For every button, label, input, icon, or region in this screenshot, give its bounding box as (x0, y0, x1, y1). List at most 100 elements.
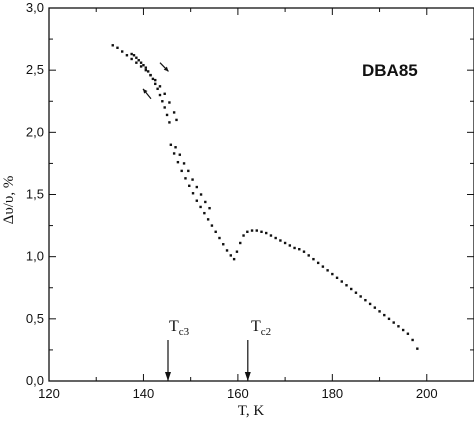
data-point (149, 73, 152, 77)
data-point (116, 46, 119, 49)
marker-arrowhead (165, 372, 171, 381)
data-point (163, 106, 166, 109)
data-point (132, 54, 136, 57)
data-point (378, 310, 381, 313)
data-point (195, 199, 199, 202)
y-tick-label: 2,5 (26, 62, 44, 77)
data-point (383, 313, 386, 317)
x-tick-label: 180 (321, 386, 343, 401)
data-point (178, 153, 182, 156)
marker-arrowhead (244, 372, 251, 381)
data-point (199, 205, 202, 209)
y-tick-label: 1,0 (26, 249, 44, 264)
data-point (279, 239, 282, 242)
data-point (312, 257, 315, 261)
data-point (255, 229, 258, 232)
data-point (154, 78, 157, 82)
data-point (321, 265, 325, 268)
tick-marks (48, 7, 474, 382)
data-point (401, 328, 405, 332)
data-point (125, 54, 129, 57)
data-point (368, 302, 372, 306)
data-point (142, 63, 145, 67)
data-point (307, 254, 310, 257)
plot-frame (48, 7, 474, 382)
data-point (208, 206, 211, 210)
data-point (246, 230, 249, 233)
y-tick-labels: 0,0 0,5 1,0 1,5 2,0 2,5 3,0 (26, 0, 44, 388)
tc2-label: Tc2 (251, 318, 271, 338)
data-point (137, 59, 140, 62)
x-tick-label: 160 (227, 386, 249, 401)
data-point (191, 178, 194, 181)
y-axis-label: Δυ/υ, % (1, 176, 17, 225)
data-point (175, 118, 178, 122)
tc3-label: Tc3 (169, 318, 190, 338)
data-point (387, 317, 391, 321)
data-point (218, 236, 221, 240)
arrow-head (163, 66, 169, 72)
data-point (130, 57, 133, 61)
data-point (187, 169, 190, 173)
data-point (364, 298, 367, 302)
data-point (206, 218, 210, 221)
data-point (260, 230, 263, 233)
data-point (210, 224, 214, 227)
data-point (151, 77, 155, 81)
data-point (158, 93, 162, 97)
data-point (156, 87, 159, 91)
data-point (235, 250, 239, 253)
data-point (165, 113, 169, 117)
data-point (168, 101, 171, 104)
data-point (120, 50, 124, 53)
data-point (316, 261, 320, 265)
data-point (111, 44, 114, 47)
x-tick-label: 200 (416, 386, 438, 401)
data-point (345, 284, 348, 287)
y-tick-label: 2,0 (26, 124, 44, 139)
data-point (288, 244, 292, 247)
y-tick-label: 1,5 (26, 187, 44, 202)
data-point (188, 184, 191, 187)
data-point (158, 85, 162, 88)
y-tick-label: 3,0 (26, 0, 44, 15)
data-point (191, 192, 195, 195)
data-point (298, 248, 301, 251)
data-point (214, 230, 217, 233)
data-point (406, 332, 410, 335)
data-point (269, 234, 273, 237)
data-point (229, 254, 233, 257)
data-point (373, 306, 377, 309)
y-tick-label: 0,5 (26, 311, 44, 326)
data-point (154, 82, 157, 86)
data-point (326, 269, 329, 272)
data-point (161, 100, 164, 103)
x-axis-label: T, K (238, 403, 265, 419)
data-point (135, 56, 138, 59)
data-point (331, 272, 334, 276)
data-point (144, 68, 148, 72)
data-point (222, 243, 225, 246)
direction-arrows (142, 62, 169, 100)
data-point (146, 70, 150, 73)
data-point (203, 211, 206, 215)
chart-title: DBA85 (362, 61, 418, 80)
data-point (225, 249, 229, 252)
data-point (180, 169, 183, 173)
data-point (182, 162, 186, 165)
x-tick-label: 140 (133, 386, 155, 401)
data-points (111, 44, 419, 350)
data-point (169, 143, 173, 146)
data-point (274, 236, 277, 240)
data-point (199, 193, 203, 196)
data-point (302, 250, 306, 253)
data-point (340, 280, 343, 283)
data-point (397, 325, 400, 328)
data-point (335, 276, 339, 280)
data-point (130, 52, 133, 56)
arrow-head (142, 88, 148, 94)
data-point (239, 241, 242, 245)
data-point (350, 287, 353, 291)
data-point (139, 65, 143, 68)
